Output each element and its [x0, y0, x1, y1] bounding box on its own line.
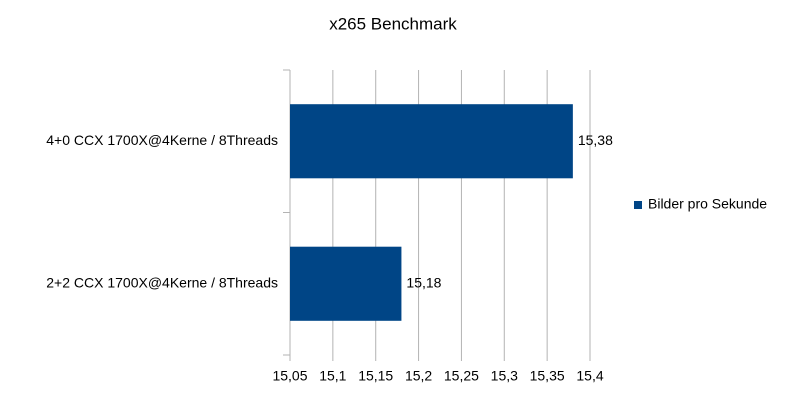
x-tick-label: 15,15 [358, 368, 393, 384]
y-tick-label: 2+2 CCX 1700X@4Kerne / 8Threads [46, 274, 278, 290]
bar [290, 246, 402, 321]
value-label: 15,38 [578, 132, 613, 148]
x-tick-label: 15,35 [530, 368, 565, 384]
x-tick-label: 15,4 [576, 368, 603, 384]
x-tick-label: 15,05 [272, 368, 307, 384]
x-tick-label: 15,25 [444, 368, 479, 384]
legend-label: Bilder pro Sekunde [648, 196, 767, 212]
x-tick-label: 15,1 [319, 368, 346, 384]
value-label: 15,18 [406, 274, 441, 290]
y-tick-label: 4+0 CCX 1700X@4Kerne / 8Threads [46, 132, 278, 148]
chart-title: x265 Benchmark [329, 14, 457, 33]
bar [290, 104, 573, 179]
legend-swatch [634, 201, 642, 209]
x-tick-label: 15,2 [405, 368, 432, 384]
x-tick-label: 15,3 [491, 368, 518, 384]
